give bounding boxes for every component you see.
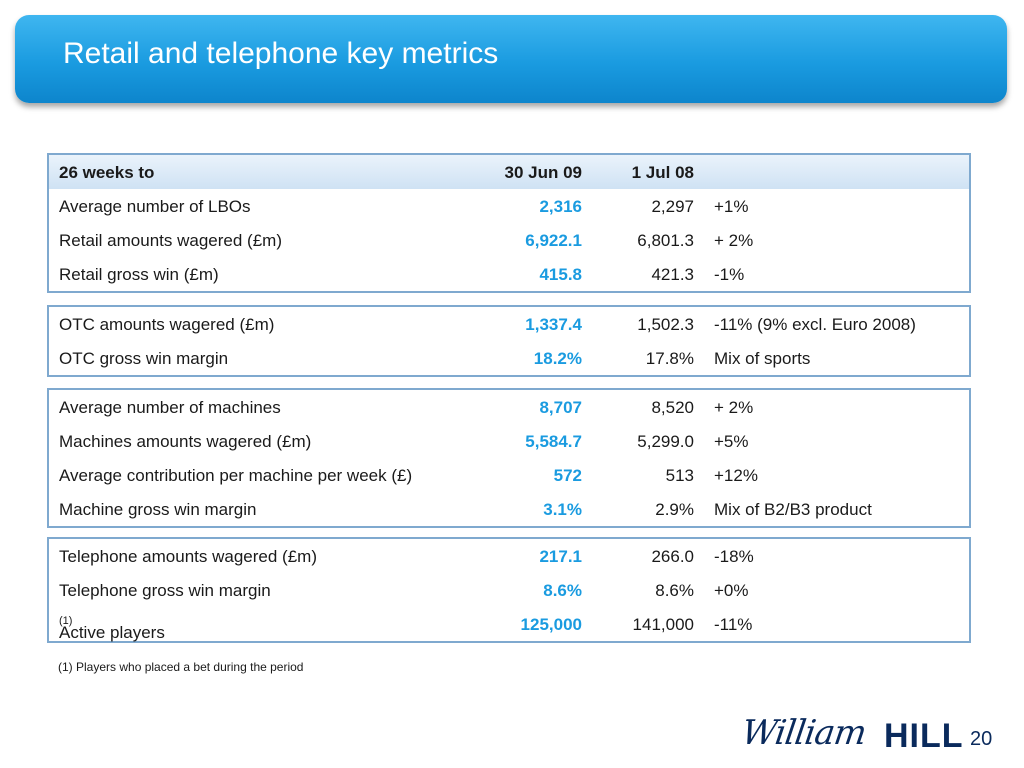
row-current: 2,316 — [539, 197, 582, 216]
table-row: Average number of LBOs 2,316 2,297 +1% — [49, 189, 969, 223]
row-change: + 2% — [714, 398, 754, 417]
row-label-text: Active players — [59, 623, 165, 642]
row-change: Mix of B2/B3 product — [714, 500, 872, 519]
william-hill-logo: William HILL — [739, 713, 974, 761]
header-label: 26 weeks to — [59, 163, 155, 182]
row-label: Retail gross win (£m) — [59, 265, 219, 284]
metrics-block-machines: Average number of machines 8,707 8,520 +… — [47, 388, 971, 528]
table-row: Machine gross win margin 3.1% 2.9% Mix o… — [49, 492, 969, 526]
row-label: Average number of LBOs — [59, 197, 251, 216]
header-previous: 1 Jul 08 — [631, 163, 694, 182]
row-current: 1,337.4 — [525, 315, 582, 334]
metrics-block-retail: 26 weeks to 30 Jun 09 1 Jul 08 Average n… — [47, 153, 971, 293]
row-previous: 6,801.3 — [637, 231, 694, 250]
row-label: Machines amounts wagered (£m) — [59, 432, 312, 451]
logo-william-text: William — [739, 713, 869, 753]
table-row: Telephone gross win margin 8.6% 8.6% +0% — [49, 573, 969, 607]
row-previous: 141,000 — [632, 615, 694, 634]
row-label: OTC gross win margin — [59, 349, 229, 368]
header-current: 30 Jun 09 — [504, 163, 583, 182]
row-previous: 17.8% — [645, 349, 694, 368]
row-change: +1% — [714, 197, 749, 216]
table-header-row: 26 weeks to 30 Jun 09 1 Jul 08 — [49, 155, 969, 189]
row-current: 572 — [553, 466, 582, 485]
row-previous: 2.9% — [655, 500, 694, 519]
row-current: 8.6% — [543, 581, 582, 600]
table-row: Retail gross win (£m) 415.8 421.3 -1% — [49, 257, 969, 291]
metrics-block-otc: OTC amounts wagered (£m) 1,337.4 1,502.3… — [47, 305, 971, 377]
row-previous: 1,502.3 — [637, 315, 694, 334]
row-label: Active players (1) — [59, 615, 165, 642]
row-previous: 8,520 — [651, 398, 694, 417]
row-change: -11% — [714, 615, 753, 634]
table-row: Average number of machines 8,707 8,520 +… — [49, 390, 969, 424]
row-previous: 8.6% — [655, 581, 694, 600]
footnote: (1) Players who placed a bet during the … — [58, 660, 304, 674]
table-row: OTC gross win margin 18.2% 17.8% Mix of … — [49, 341, 969, 375]
footnote-marker: (1) — [59, 615, 73, 627]
row-label: Machine gross win margin — [59, 500, 257, 519]
row-change: -1% — [714, 265, 745, 284]
page-number: 20 — [970, 728, 993, 750]
row-previous: 421.3 — [651, 265, 694, 284]
row-previous: 5,299.0 — [637, 432, 694, 451]
row-change: + 2% — [714, 231, 754, 250]
page-title: Retail and telephone key metrics — [63, 37, 499, 70]
row-current: 415.8 — [539, 265, 582, 284]
row-current: 125,000 — [520, 615, 582, 634]
row-change: +0% — [714, 581, 749, 600]
row-current: 5,584.7 — [525, 432, 582, 451]
row-label: OTC amounts wagered (£m) — [59, 315, 275, 334]
table-row: Active players (1) 125,000 141,000 -11% — [49, 607, 969, 642]
row-label: Average contribution per machine per wee… — [59, 466, 413, 485]
row-previous: 513 — [665, 466, 694, 485]
row-current: 18.2% — [533, 349, 582, 368]
row-label: Telephone amounts wagered (£m) — [59, 547, 317, 566]
logo-hill-text: HILL — [884, 717, 964, 755]
row-previous: 2,297 — [651, 197, 694, 216]
title-bar: Retail and telephone key metrics — [15, 15, 1007, 103]
row-label: Telephone gross win margin — [59, 581, 271, 600]
row-change: +5% — [714, 432, 749, 451]
row-label: Retail amounts wagered (£m) — [59, 231, 282, 250]
row-current: 6,922.1 — [525, 231, 582, 250]
table-row: Machines amounts wagered (£m) 5,584.7 5,… — [49, 424, 969, 458]
row-change: -11% (9% excl. Euro 2008) — [714, 315, 916, 334]
table-row: Retail amounts wagered (£m) 6,922.1 6,80… — [49, 223, 969, 257]
metrics-block-telephone: Telephone amounts wagered (£m) 217.1 266… — [47, 537, 971, 643]
row-change: -18% — [714, 547, 754, 566]
table-row: Average contribution per machine per wee… — [49, 458, 969, 492]
table-row: OTC amounts wagered (£m) 1,337.4 1,502.3… — [49, 307, 969, 341]
row-label: Average number of machines — [59, 398, 281, 417]
row-current: 217.1 — [539, 547, 582, 566]
row-previous: 266.0 — [651, 547, 694, 566]
row-change: +12% — [714, 466, 758, 485]
row-current: 3.1% — [543, 500, 582, 519]
row-current: 8,707 — [539, 398, 582, 417]
table-row: Telephone amounts wagered (£m) 217.1 266… — [49, 539, 969, 573]
row-change: Mix of sports — [714, 349, 811, 368]
